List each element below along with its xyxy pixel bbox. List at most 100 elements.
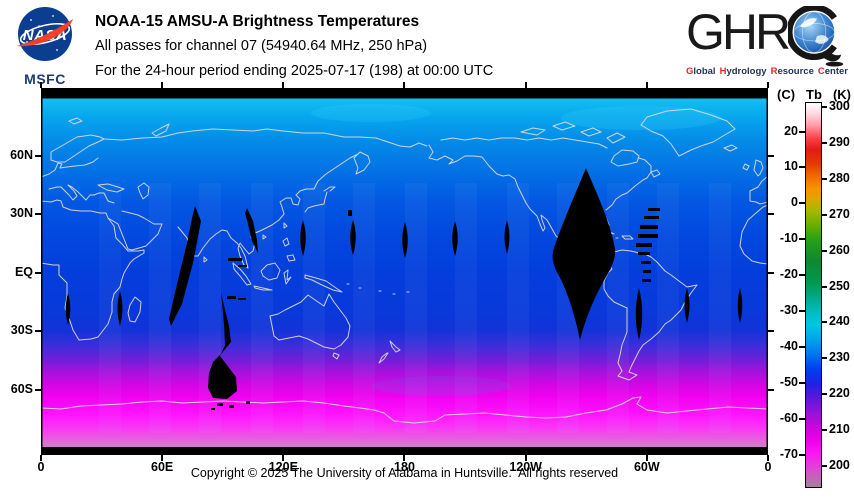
colorbar-units: (C) Tb (K) bbox=[777, 87, 851, 102]
kelvin-tickmark bbox=[820, 429, 827, 432]
ghrc-globe-icon bbox=[788, 6, 844, 67]
celsius-tickmark bbox=[799, 202, 806, 205]
kelvin-tickmark bbox=[820, 141, 827, 144]
lon-tick-top bbox=[645, 82, 648, 88]
celsius-tickmark bbox=[799, 166, 806, 169]
celsius-tickmark bbox=[799, 130, 806, 133]
lat-label-60S: 60S bbox=[10, 381, 33, 396]
lon-label-120E: 120E bbox=[268, 460, 298, 474]
lat-tick-left bbox=[35, 330, 41, 332]
kelvin-unit-label: (K) bbox=[832, 87, 851, 102]
arctic-cold-patches bbox=[311, 104, 721, 396]
lat-tick-left bbox=[35, 213, 41, 215]
celsius-tick--70: -70 bbox=[779, 446, 798, 461]
lon-tick-top bbox=[766, 82, 769, 88]
lat-tick-right bbox=[768, 154, 774, 157]
kelvin-tick-200: 200 bbox=[829, 458, 850, 472]
lon-tick-bottom bbox=[40, 455, 42, 461]
channel-subtitle: All passes for channel 07 (54940.64 MHz,… bbox=[95, 38, 428, 54]
kelvin-tick-260: 260 bbox=[829, 242, 850, 257]
lon-tick-bottom bbox=[524, 455, 527, 461]
kelvin-tick-300: 300 bbox=[829, 99, 850, 113]
period-subtitle: For the 24-hour period ending 2025-07-17… bbox=[95, 63, 494, 79]
lon-label-120W: 120W bbox=[509, 460, 542, 474]
ghrc-logo: GHR Global Hydrology Resourc bbox=[686, 6, 850, 77]
celsius-tickmark bbox=[799, 238, 806, 241]
kelvin-tick-250: 250 bbox=[829, 278, 850, 293]
celsius-tick-0: 0 bbox=[791, 195, 798, 210]
celsius-tick--10: -10 bbox=[779, 231, 798, 246]
north-polar-band bbox=[42, 89, 767, 99]
lat-tick-right bbox=[768, 213, 774, 215]
celsius-tickmark bbox=[799, 345, 806, 348]
lon-tick-top bbox=[524, 82, 527, 88]
kelvin-tickmark bbox=[820, 393, 827, 396]
lon-tick-bottom bbox=[161, 455, 164, 461]
lat-label-30N: 30N bbox=[10, 206, 33, 220]
copyright-line: Copyright © 2025 The University of Alaba… bbox=[190, 466, 619, 480]
south-polar-band bbox=[42, 447, 767, 454]
title-block: NOAA-15 AMSU-A Brightness Temperatures A… bbox=[95, 9, 493, 84]
celsius-tick--30: -30 bbox=[779, 303, 798, 318]
lon-tick-top bbox=[403, 82, 406, 88]
lon-tick-bottom bbox=[766, 455, 769, 461]
nasa-logo: NASA MSFC bbox=[12, 4, 78, 87]
kelvin-tickmark bbox=[820, 321, 827, 324]
kelvin-tickmark bbox=[820, 285, 827, 288]
kelvin-tickmark bbox=[820, 106, 827, 108]
celsius-tickmark bbox=[799, 417, 806, 420]
ghrc-tagline-word: Resource bbox=[770, 66, 814, 77]
ghrc-tagline-word: Center bbox=[817, 66, 848, 77]
kelvin-tick-210: 210 bbox=[829, 422, 850, 437]
kelvin-tick-240: 240 bbox=[829, 314, 850, 329]
msfc-label: MSFC bbox=[24, 71, 66, 87]
lat-label-60N: 60N bbox=[10, 147, 33, 162]
kelvin-tick-230: 230 bbox=[829, 350, 850, 365]
tb-unit-label: Tb bbox=[806, 87, 822, 102]
lat-tick-left bbox=[35, 388, 41, 391]
lon-label-0: 0 bbox=[37, 460, 45, 474]
map-frame bbox=[41, 88, 768, 455]
lon-label-180: 180 bbox=[394, 460, 415, 474]
lon-label-0: 0 bbox=[764, 460, 772, 474]
celsius-tick--60: -60 bbox=[779, 410, 798, 425]
page-title: NOAA-15 AMSU-A Brightness Temperatures bbox=[95, 13, 420, 30]
nasa-meatball-icon: NASA bbox=[17, 7, 73, 61]
celsius-tick--20: -20 bbox=[779, 267, 798, 282]
lat-tick-right bbox=[768, 271, 774, 274]
lon-tick-bottom bbox=[645, 455, 648, 461]
celsius-tick--50: -50 bbox=[779, 374, 798, 389]
kelvin-tick-270: 270 bbox=[829, 206, 850, 221]
kelvin-tickmark bbox=[820, 249, 827, 252]
colorbar bbox=[805, 101, 822, 488]
kelvin-tick-220: 220 bbox=[829, 386, 850, 401]
lat-tick-left bbox=[35, 271, 41, 274]
kelvin-tick-290: 290 bbox=[829, 134, 850, 149]
lat-tick-right bbox=[768, 388, 774, 391]
celsius-tickmark bbox=[799, 381, 806, 384]
lat-tick-left bbox=[35, 154, 41, 157]
lon-tick-top bbox=[40, 82, 42, 88]
celsius-tick-10: 10 bbox=[784, 159, 798, 174]
ghrc-tagline-word: Global bbox=[686, 66, 716, 77]
celsius-tickmark bbox=[799, 310, 806, 313]
celsius-tick--40: -40 bbox=[779, 338, 798, 353]
ghrc-tagline: Global Hydrology Resource Center bbox=[686, 66, 848, 77]
kelvin-tick-280: 280 bbox=[829, 170, 850, 185]
ghrc-letters: GHR bbox=[686, 4, 791, 60]
lat-label-EQ: EQ bbox=[14, 264, 33, 279]
celsius-unit-label: (C) bbox=[777, 87, 796, 102]
lon-tick-top bbox=[161, 82, 164, 88]
lon-label-60W: 60W bbox=[633, 460, 660, 474]
brightness-temperature-map bbox=[41, 88, 768, 455]
lat-label-30S: 30S bbox=[10, 323, 33, 337]
lat-tick-right bbox=[768, 330, 774, 332]
celsius-tickmark bbox=[799, 274, 806, 277]
lon-tick-top bbox=[282, 82, 285, 88]
celsius-tick-20: 20 bbox=[784, 123, 798, 138]
kelvin-tickmark bbox=[820, 357, 827, 360]
kelvin-tickmark bbox=[820, 213, 827, 216]
celsius-tickmark bbox=[799, 453, 806, 456]
kelvin-tickmark bbox=[820, 465, 827, 467]
